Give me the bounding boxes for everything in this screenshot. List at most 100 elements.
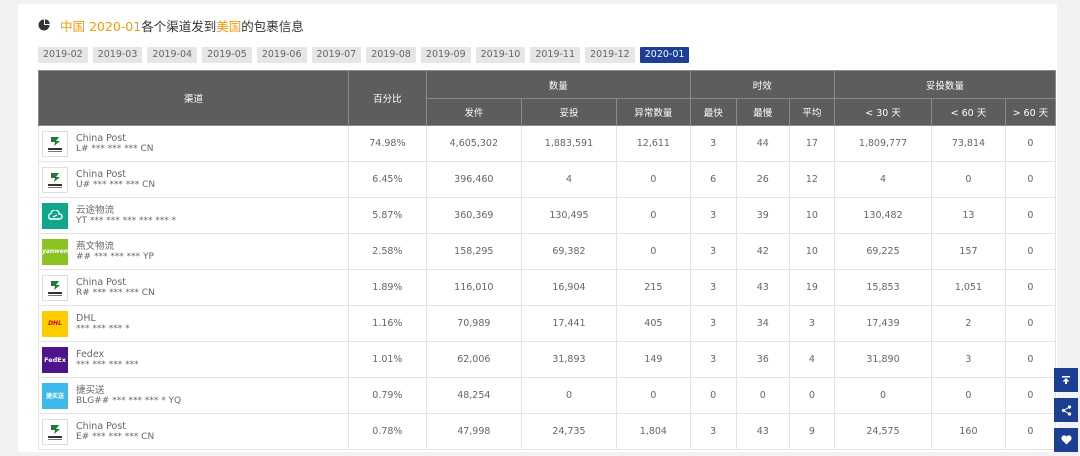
fedex-icon: FedEx [42, 346, 68, 373]
china-post-icon [42, 130, 68, 157]
channel-cell: DHL DHL *** *** *** * [38, 305, 349, 342]
channel-name: Fedex [76, 348, 105, 360]
month-selector: 2019-02 2019-03 2019-04 2019-05 2019-06 2019-… [38, 47, 690, 63]
cell-sent: 62,006 [425, 341, 522, 378]
cell-exception: 405 [616, 305, 691, 342]
cell-average: 10 [788, 233, 835, 270]
month-button-2019-12[interactable]: 2019-12 [585, 47, 635, 63]
cell-exception: 1,804 [616, 413, 691, 450]
month-button-2019-09[interactable]: 2019-09 [420, 47, 471, 63]
month-button-2019-05[interactable]: 2019-05 [202, 47, 252, 63]
header-quantity: 数量 [425, 70, 691, 99]
cell-lt30: 130,482 [833, 197, 933, 234]
cell-slowest: 44 [735, 125, 790, 162]
cell-delivered: 0 [520, 377, 618, 414]
cell-lt30: 4 [833, 161, 933, 198]
back-to-top-button[interactable] [1054, 368, 1078, 392]
table-row: China Post L# *** *** *** CN 74.98% 4,605,3… [38, 125, 1057, 162]
cell-fastest: 3 [689, 125, 737, 162]
cell-delivered: 1,883,591 [520, 125, 618, 162]
cell-percent: 1.01% [348, 341, 427, 378]
tracking-format: BLG## *** *** *** * YQ [76, 395, 182, 406]
cell-slowest: 26 [735, 161, 790, 198]
header-sent: 发件 [425, 98, 522, 126]
card-title: 中国 2020-01 各个渠道发到 美国 的包裹信息 [38, 17, 304, 34]
share-button[interactable] [1054, 398, 1078, 422]
cell-fastest: 6 [689, 161, 737, 198]
cell-lt30: 15,853 [833, 269, 933, 306]
cell-fastest: 3 [689, 341, 737, 378]
header-timeliness: 时效 [689, 70, 835, 99]
table-row: FedEx Fedex *** *** *** *** 1.01% 62,006 31,8… [38, 341, 1057, 378]
month-button-2019-11[interactable]: 2019-11 [530, 47, 581, 63]
cell-gt60: 0 [1004, 413, 1057, 450]
month-button-2020-01[interactable]: 2020-01 [639, 47, 690, 63]
cell-average: 17 [788, 125, 835, 162]
header-exception: 异常数量 [616, 98, 691, 126]
cell-slowest: 42 [735, 233, 790, 270]
cell-percent: 0.78% [348, 413, 427, 450]
channel-name: China Post [76, 168, 127, 180]
cell-average: 4 [788, 341, 835, 378]
header-slowest: 最慢 [735, 98, 790, 126]
header-delivered: 妥投 [520, 98, 618, 126]
cell-percent: 1.89% [348, 269, 427, 306]
cell-average: 0 [788, 377, 835, 414]
cell-lt60: 13 [931, 197, 1006, 234]
cell-gt60: 0 [1004, 305, 1057, 342]
month-button-2019-04[interactable]: 2019-04 [147, 47, 198, 63]
cell-fastest: 0 [689, 377, 737, 414]
table-row: 云途物流 YT *** *** *** *** *** * 5.87% 360,369… [38, 197, 1057, 234]
channel-name: China Post [76, 132, 127, 144]
channel-cell: yanwen 燕文物流 ## *** *** *** YP [38, 233, 349, 270]
cell-exception: 0 [616, 161, 691, 198]
tracking-format: *** *** *** *** [76, 359, 139, 370]
cell-slowest: 39 [735, 197, 790, 234]
cell-gt60: 0 [1004, 341, 1057, 378]
cell-lt30: 69,225 [833, 233, 933, 270]
cell-sent: 396,460 [425, 161, 522, 198]
cell-average: 12 [788, 161, 835, 198]
month-button-2019-03[interactable]: 2019-03 [92, 47, 143, 63]
month-button-2019-06[interactable]: 2019-06 [256, 47, 307, 63]
cell-fastest: 3 [689, 233, 737, 270]
tracking-format: E# *** *** *** CN [76, 431, 155, 442]
cell-slowest: 36 [735, 341, 790, 378]
cell-sent: 48,254 [425, 377, 522, 414]
month-button-2019-08[interactable]: 2019-08 [366, 47, 416, 63]
jiemaisong-icon: 捷买送 [42, 382, 68, 409]
yanwen-icon: yanwen [42, 238, 68, 265]
month-button-2019-10[interactable]: 2019-10 [475, 47, 526, 63]
header-delivered-count: 妥投数量 [833, 70, 1057, 99]
cell-fastest: 3 [689, 269, 737, 306]
cell-delivered: 16,904 [520, 269, 618, 306]
cell-fastest: 3 [689, 413, 737, 450]
cell-percent: 0.79% [348, 377, 427, 414]
cell-percent: 1.16% [348, 305, 427, 342]
header-channel: 渠道 [38, 70, 349, 126]
month-button-2019-02[interactable]: 2019-02 [38, 47, 88, 63]
cell-slowest: 0 [735, 377, 790, 414]
channel-name: DHL [76, 312, 96, 324]
cell-exception: 12,611 [616, 125, 691, 162]
month-button-2019-07[interactable]: 2019-07 [311, 47, 362, 63]
cell-gt60: 0 [1004, 197, 1057, 234]
cell-exception: 0 [616, 233, 691, 270]
cell-delivered: 69,382 [520, 233, 618, 270]
cell-percent: 2.58% [348, 233, 427, 270]
cell-lt30: 31,890 [833, 341, 933, 378]
cell-fastest: 3 [689, 305, 737, 342]
cell-slowest: 43 [735, 413, 790, 450]
title-mid-text: 各个渠道发到 [141, 18, 217, 34]
cell-delivered: 4 [520, 161, 618, 198]
cell-gt60: 0 [1004, 161, 1057, 198]
cell-fastest: 3 [689, 197, 737, 234]
cell-gt60: 0 [1004, 377, 1057, 414]
china-post-icon [42, 274, 68, 301]
china-post-icon [42, 418, 68, 445]
favorite-button[interactable] [1054, 428, 1078, 452]
dhl-icon: DHL [42, 310, 68, 337]
channel-cell: 捷买送 捷买送 BLG## *** *** *** * YQ [38, 377, 349, 414]
cell-average: 9 [788, 413, 835, 450]
cell-slowest: 43 [735, 269, 790, 306]
